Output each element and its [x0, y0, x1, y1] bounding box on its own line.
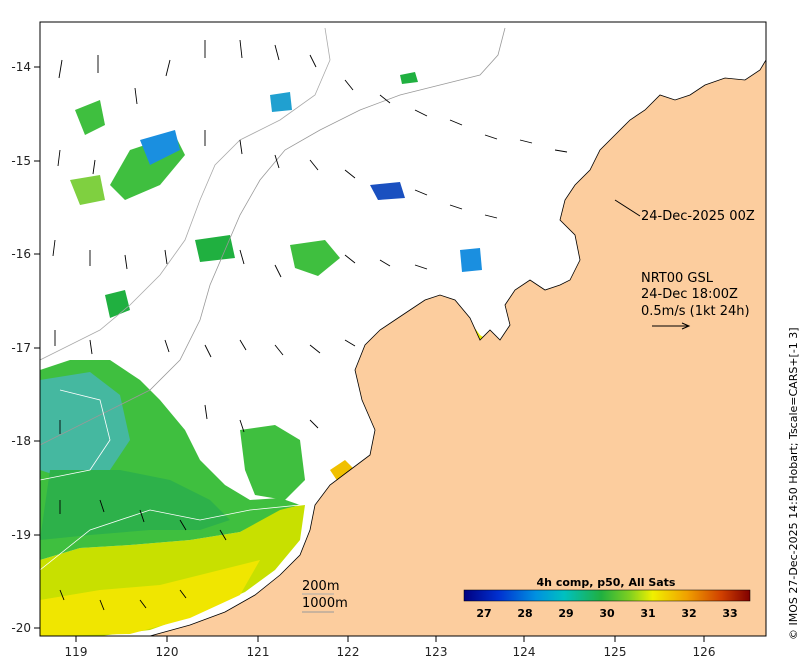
sst-field	[40, 72, 505, 636]
colorbar-tick: 28	[517, 607, 532, 620]
current-vectors	[52, 39, 568, 611]
colorbar-tick: 29	[558, 607, 573, 620]
colorbar-tick: 33	[722, 607, 737, 620]
x-tick-label: 126	[693, 645, 716, 659]
date-leader-line	[614, 199, 641, 217]
date-label: 24-Dec-2025 00Z	[641, 209, 755, 224]
y-axis: -14 -15 -16 -17 -18 -19 -20	[11, 60, 40, 635]
contour-1000m-label: 1000m	[302, 596, 348, 611]
colorbar-tick: 31	[640, 607, 655, 620]
colorbar-gradient	[463, 589, 751, 602]
colorbar-title: 4h comp, p50, All Sats	[537, 576, 676, 589]
x-tick-label: 121	[247, 645, 270, 659]
speed-scale-arrow	[652, 322, 691, 330]
x-tick-label: 124	[513, 645, 536, 659]
y-tick-label: -18	[11, 434, 31, 448]
land-mass	[149, 59, 766, 636]
plot-frame	[39, 21, 767, 637]
y-tick-label: -15	[11, 154, 31, 168]
y-tick-label: -17	[11, 341, 31, 355]
map-title: NRT00 GSL	[641, 271, 714, 286]
contour-200m	[40, 27, 331, 361]
x-tick-label: 119	[65, 645, 88, 659]
x-tick-label: 123	[425, 645, 448, 659]
speed-scale-label: 0.5m/s (1kt 24h)	[641, 304, 750, 319]
y-tick-label: -19	[11, 528, 31, 542]
y-tick-label: -20	[11, 621, 31, 635]
contour-1000m	[40, 27, 506, 446]
colorbar-tick: 27	[476, 607, 491, 620]
colorbar: 4h comp, p50, All Sats 27 28 29 30 31 32…	[454, 576, 760, 632]
y-tick-label: -14	[11, 60, 31, 74]
colorbar-tick: 32	[681, 607, 696, 620]
colorbar-tick: 30	[599, 607, 615, 620]
contour-200m-label: 200m	[302, 579, 339, 594]
x-tick-label: 120	[156, 645, 179, 659]
time-label: 24-Dec 18:00Z	[641, 287, 738, 302]
x-tick-label: 125	[604, 645, 627, 659]
x-tick-label: 122	[337, 645, 360, 659]
credit-label: © IMOS 27-Dec-2025 14:50 Hobart; Tscale=…	[787, 327, 800, 640]
y-tick-label: -16	[11, 247, 31, 261]
x-axis: 119 120 121 122 123 124 125 126	[65, 636, 716, 659]
